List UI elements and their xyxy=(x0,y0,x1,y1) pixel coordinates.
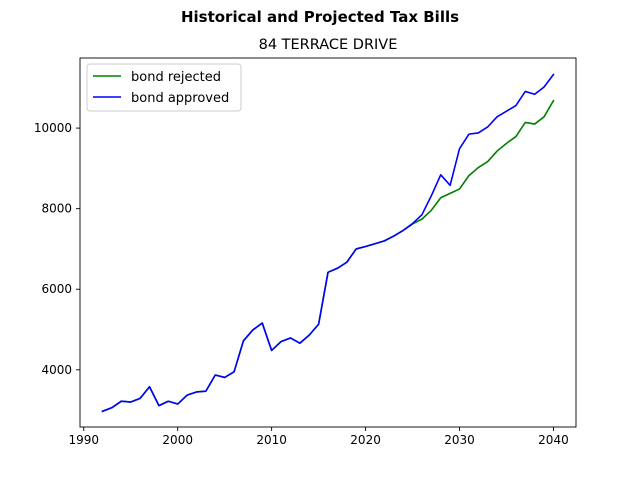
plot-frame xyxy=(79,57,577,428)
x-axis: 1990 2000 2010 2020 2030 2040 xyxy=(68,427,569,447)
series-line-bond-approved xyxy=(101,73,555,413)
series-lines xyxy=(101,73,555,413)
x-tick-label: 2000 xyxy=(162,433,193,447)
y-tick-label: 8000 xyxy=(41,202,72,216)
y-axis: 4000 6000 8000 10000 xyxy=(34,121,80,377)
series-line-bond-rejected xyxy=(101,99,555,413)
y-tick-label: 10000 xyxy=(34,121,72,135)
legend-box xyxy=(86,63,242,112)
x-tick-label: 1990 xyxy=(68,433,99,447)
legend: bond rejected bond approved xyxy=(86,63,242,112)
y-tick-label: 6000 xyxy=(41,282,72,296)
x-tick-label: 2030 xyxy=(444,433,475,447)
legend-label-bond-rejected: bond rejected xyxy=(131,70,221,85)
y-tick-label: 4000 xyxy=(41,363,72,377)
x-tick-label: 2020 xyxy=(350,433,381,447)
x-tick-label: 2040 xyxy=(538,433,569,447)
legend-label-bond-approved: bond approved xyxy=(131,91,229,106)
chart-suptitle: Historical and Projected Tax Bills xyxy=(181,8,459,26)
chart-title: 84 TERRACE DRIVE xyxy=(259,37,398,53)
x-tick-label: 2010 xyxy=(256,433,287,447)
